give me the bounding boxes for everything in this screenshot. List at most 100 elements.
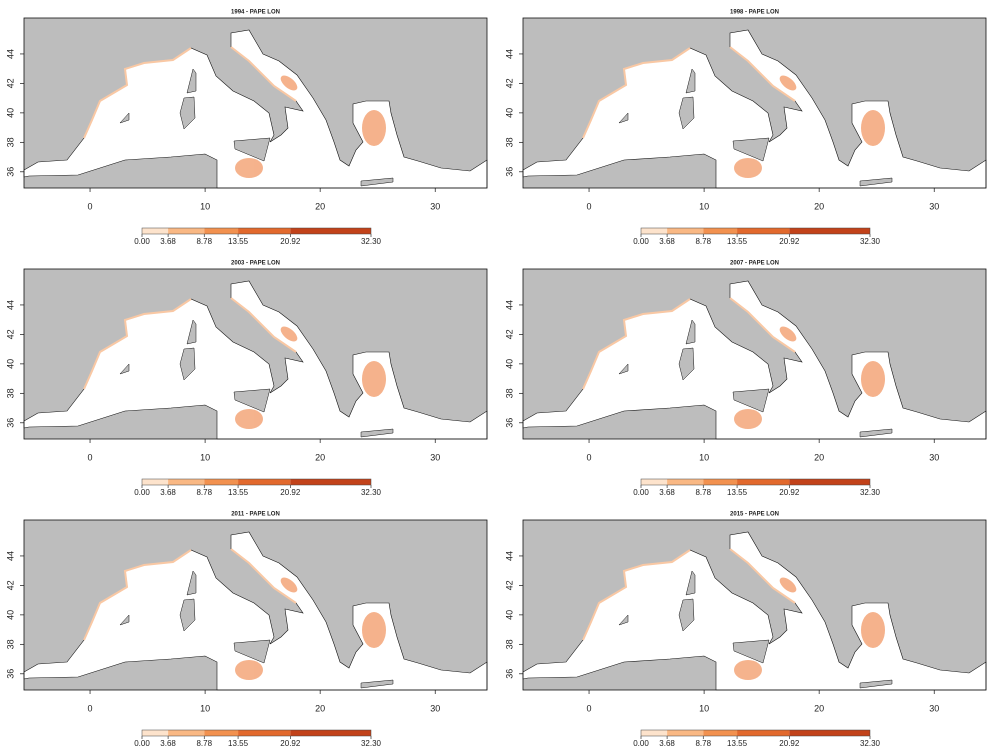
colorbar-segment <box>737 479 790 485</box>
colorbar-label: 32.30 <box>860 739 881 748</box>
x-tick-label: 0 <box>587 452 592 462</box>
colorbar-segment <box>789 730 870 736</box>
y-tick-label: 36 <box>5 669 15 679</box>
x-tick-label: 20 <box>315 201 325 211</box>
colorbar-label: 3.68 <box>160 237 176 246</box>
x-tick-label: 10 <box>200 703 210 713</box>
y-tick-label: 44 <box>5 551 15 561</box>
y-tick-label: 38 <box>5 388 15 398</box>
y-tick-label: 42 <box>504 78 514 88</box>
colorbar-segment <box>168 730 205 736</box>
colorbar-label: 32.30 <box>361 237 382 246</box>
colorbar-label: 13.55 <box>228 488 249 497</box>
colorbar-label: 20.92 <box>779 237 800 246</box>
colorbar-segment <box>168 228 205 234</box>
colorbar-segment <box>667 730 704 736</box>
colorbar-segment <box>641 228 668 234</box>
colorbar-frame <box>141 227 372 235</box>
map-panel: 1994 - PAPE LON 0 10 20 30 36 38 40 42 44 0.00 3.68… <box>5 10 488 246</box>
colorbar-label: 20.92 <box>280 739 301 748</box>
colorbar-label: 20.92 <box>280 488 301 497</box>
colorbar-label: 0.00 <box>134 488 150 497</box>
colorbar-label: 32.30 <box>860 237 881 246</box>
y-tick-label: 44 <box>504 49 514 59</box>
colorbar-label: 3.68 <box>160 488 176 497</box>
y-tick-label: 38 <box>504 639 514 649</box>
colorbar-segment <box>641 479 668 485</box>
colorbar-frame <box>640 729 871 737</box>
panel-title: 2007 - PAPE LON <box>730 261 779 267</box>
colorbar-segment <box>142 479 169 485</box>
colorbar-segment <box>737 730 790 736</box>
x-tick-label: 30 <box>929 452 939 462</box>
colorbar-label: 32.30 <box>860 488 881 497</box>
x-tick-label: 10 <box>699 703 709 713</box>
colorbar-label: 8.78 <box>196 739 212 748</box>
map-panel: 2003 - PAPE LON 0 10 20 30 36 38 40 42 44 0.00 3.68… <box>5 261 488 497</box>
colorbar-segment <box>204 730 239 736</box>
colorbar-segment <box>238 479 291 485</box>
y-tick-label: 40 <box>5 610 15 620</box>
colorbar-segment <box>667 479 704 485</box>
colorbar-label: 0.00 <box>134 237 150 246</box>
colorbar-label: 3.68 <box>659 488 675 497</box>
panel-title: 1998 - PAPE LON <box>730 10 779 16</box>
colorbar-segment <box>290 228 371 234</box>
colorbar-label: 13.55 <box>727 739 748 748</box>
y-tick-label: 40 <box>5 359 15 369</box>
y-tick-label: 42 <box>504 580 514 590</box>
y-tick-label: 42 <box>504 329 514 339</box>
y-tick-label: 44 <box>504 551 514 561</box>
x-tick-label: 0 <box>88 201 93 211</box>
colorbar-label: 0.00 <box>134 739 150 748</box>
colorbar-label: 8.78 <box>196 237 212 246</box>
colorbar-label: 32.30 <box>361 488 382 497</box>
y-tick-label: 38 <box>5 639 15 649</box>
colorbar-label: 8.78 <box>695 739 711 748</box>
y-tick-label: 40 <box>5 108 15 118</box>
y-tick-label: 38 <box>504 137 514 147</box>
y-tick-label: 42 <box>5 580 15 590</box>
y-tick-label: 38 <box>5 137 15 147</box>
colorbar-frame <box>141 729 372 737</box>
map-panel: 1998 - PAPE LON 0 10 20 30 36 38 40 42 44 0.00 3.68… <box>504 10 987 246</box>
x-tick-label: 30 <box>430 703 440 713</box>
colorbar-segment <box>238 730 291 736</box>
x-tick-label: 20 <box>315 703 325 713</box>
map-panel: 2015 - PAPE LON 0 10 20 30 36 38 40 42 44 0.00 3.68… <box>504 512 987 748</box>
x-tick-label: 20 <box>814 452 824 462</box>
y-tick-label: 44 <box>5 49 15 59</box>
y-tick-label: 38 <box>504 388 514 398</box>
y-tick-label: 36 <box>504 167 514 177</box>
x-tick-label: 0 <box>88 703 93 713</box>
x-tick-label: 30 <box>430 201 440 211</box>
basemap <box>23 268 488 440</box>
colorbar-segment <box>789 479 870 485</box>
panel-title: 1994 - PAPE LON <box>231 10 280 16</box>
basemap <box>23 519 488 691</box>
colorbar-segment <box>789 228 870 234</box>
y-tick-label: 36 <box>504 418 514 428</box>
colorbar-label: 13.55 <box>727 237 748 246</box>
x-tick-label: 0 <box>587 201 592 211</box>
y-tick-label: 44 <box>504 300 514 310</box>
y-tick-label: 42 <box>5 78 15 88</box>
x-tick-label: 30 <box>929 703 939 713</box>
x-tick-label: 30 <box>430 452 440 462</box>
x-tick-label: 10 <box>200 201 210 211</box>
map-panel: 2007 - PAPE LON 0 10 20 30 36 38 40 42 44 0.00 3.68… <box>504 261 987 497</box>
basemap <box>23 17 488 189</box>
x-tick-label: 20 <box>814 703 824 713</box>
basemap <box>522 268 987 440</box>
colorbar-segment <box>204 479 239 485</box>
colorbar-label: 8.78 <box>695 237 711 246</box>
colorbar-segment <box>703 228 738 234</box>
colorbar-label: 20.92 <box>280 237 301 246</box>
panel-title: 2015 - PAPE LON <box>730 512 779 518</box>
y-tick-label: 40 <box>504 610 514 620</box>
colorbar-label: 32.30 <box>361 739 382 748</box>
colorbar-label: 13.55 <box>228 739 249 748</box>
colorbar-label: 13.55 <box>228 237 249 246</box>
x-tick-label: 30 <box>929 201 939 211</box>
x-tick-label: 10 <box>200 452 210 462</box>
